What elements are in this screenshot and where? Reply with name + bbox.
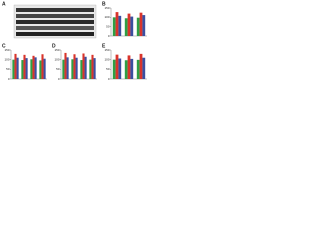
bar xyxy=(71,59,74,79)
y-tick-label: 100 xyxy=(54,57,59,61)
figure: A B050100150C050100150D050100150E0501001… xyxy=(2,1,147,81)
bar xyxy=(115,54,119,79)
bar xyxy=(91,54,94,79)
y-tick-label: 150 xyxy=(54,48,59,52)
y-tick-label: 100 xyxy=(104,57,109,61)
bar xyxy=(25,58,28,79)
bar xyxy=(73,54,76,79)
blot-band xyxy=(16,14,94,18)
y-tick-label: 50 xyxy=(106,24,110,28)
bar xyxy=(84,56,87,79)
bar xyxy=(127,13,131,37)
panel-label: A xyxy=(2,1,6,7)
bar xyxy=(112,59,116,79)
western-blot xyxy=(13,4,97,39)
panel-label: C xyxy=(2,43,6,49)
bar xyxy=(142,15,146,36)
bar xyxy=(34,57,37,79)
bar xyxy=(39,60,42,79)
panel-label: B xyxy=(102,1,106,7)
bar xyxy=(130,16,134,36)
bar xyxy=(118,15,122,36)
bar xyxy=(64,52,67,79)
bar xyxy=(30,59,33,79)
bar xyxy=(21,60,24,79)
y-tick-label: 150 xyxy=(4,48,9,52)
bar xyxy=(136,59,140,79)
bar xyxy=(124,18,128,36)
blot-band xyxy=(16,32,94,36)
bar xyxy=(66,57,69,79)
bar xyxy=(80,60,83,79)
panel-label: E xyxy=(102,43,106,49)
y-tick-label: 50 xyxy=(56,67,60,71)
blot-band xyxy=(16,26,94,30)
bar xyxy=(139,53,143,79)
bar xyxy=(43,58,46,79)
y-tick-label: 0 xyxy=(108,77,110,81)
bar xyxy=(89,59,92,79)
y-tick-label: 50 xyxy=(6,67,10,71)
y-tick-label: 0 xyxy=(58,77,60,81)
bar xyxy=(14,53,17,79)
page: A B 0 50 100 150 C 0 50 100 150 D 0 50 100 150 E 0 50 100 1… xyxy=(0,0,320,84)
bar xyxy=(93,58,96,79)
bar xyxy=(16,57,19,79)
blot-band xyxy=(16,8,94,12)
y-tick-label: 100 xyxy=(4,57,9,61)
bar xyxy=(136,17,140,36)
bar xyxy=(41,54,44,79)
bar xyxy=(75,57,78,79)
y-tick-label: 150 xyxy=(104,48,109,52)
y-tick-label: 0 xyxy=(8,77,10,81)
bar xyxy=(127,55,131,79)
bar xyxy=(139,12,143,36)
bar xyxy=(142,57,146,79)
bar xyxy=(82,53,85,79)
bar xyxy=(130,58,134,79)
blot-band xyxy=(16,20,94,24)
bar xyxy=(12,59,15,79)
bar xyxy=(115,12,119,36)
bar xyxy=(23,54,26,79)
bar xyxy=(124,60,128,79)
bar xyxy=(32,55,35,79)
y-tick-label: 50 xyxy=(106,67,110,71)
panel-label: D xyxy=(52,43,56,49)
bar xyxy=(62,59,65,79)
y-tick-label: 0 xyxy=(108,34,110,38)
y-tick-label: 150 xyxy=(104,6,109,10)
y-tick-label: 100 xyxy=(104,15,109,19)
bar xyxy=(118,58,122,79)
bar xyxy=(112,17,116,36)
